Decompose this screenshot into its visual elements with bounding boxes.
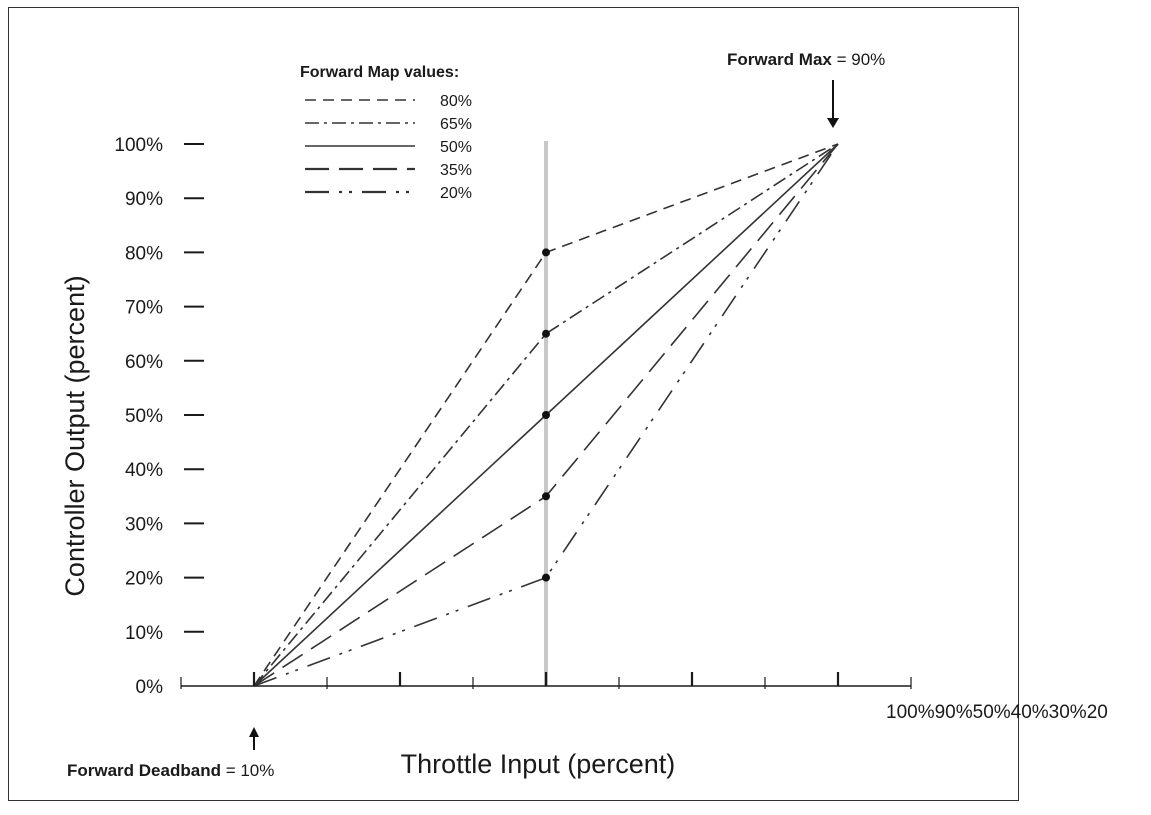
forward-max-annotation: Forward Max = 90% [727,50,885,69]
data-point-20pct [542,573,550,582]
y-tick-label: 50% [125,406,163,427]
y-tick-label: 10% [125,623,163,644]
y-tick-label: 90% [125,189,163,210]
legend-entry: 20% [440,185,472,202]
y-tick-label: 20% [125,569,163,590]
y-tick-label: 80% [125,243,163,264]
data-point-50pct [542,411,550,419]
forward-max-value: = 90% [832,50,885,69]
legend-entry: 65% [440,116,472,133]
y-tick-label: 70% [125,298,163,319]
data-point-65pct [542,329,550,338]
x-axis-title: Throttle Input (percent) [401,749,676,779]
y-tick-label: 60% [125,352,163,373]
forward-deadband-annotation: Forward Deadband = 10% [67,761,274,780]
legend-entry: 80% [440,93,472,110]
x-tick-label: 100%90%50%40%30%20 [886,702,1108,723]
forward-max-label: Forward Max [727,50,832,69]
legend-title: Forward Map values: [300,64,459,81]
y-tick-label: 100% [114,135,163,156]
y-tick-label: 40% [125,460,163,481]
forward-deadband-value: = 10% [221,761,274,780]
y-tick-label: 30% [125,514,163,535]
data-point-35pct [542,492,550,501]
forward-max-arrowhead [827,118,839,128]
legend-entry: 35% [440,162,472,179]
y-axis-title: Controller Output (percent) [60,275,90,596]
chart-frame [8,7,1019,801]
legend-entry: 50% [440,139,472,156]
y-tick-label: 0% [136,677,164,698]
forward-deadband-arrowhead [249,727,259,737]
data-point-80pct [542,248,550,257]
forward-deadband-label: Forward Deadband [67,761,221,780]
series-line-20pct [253,143,839,687]
